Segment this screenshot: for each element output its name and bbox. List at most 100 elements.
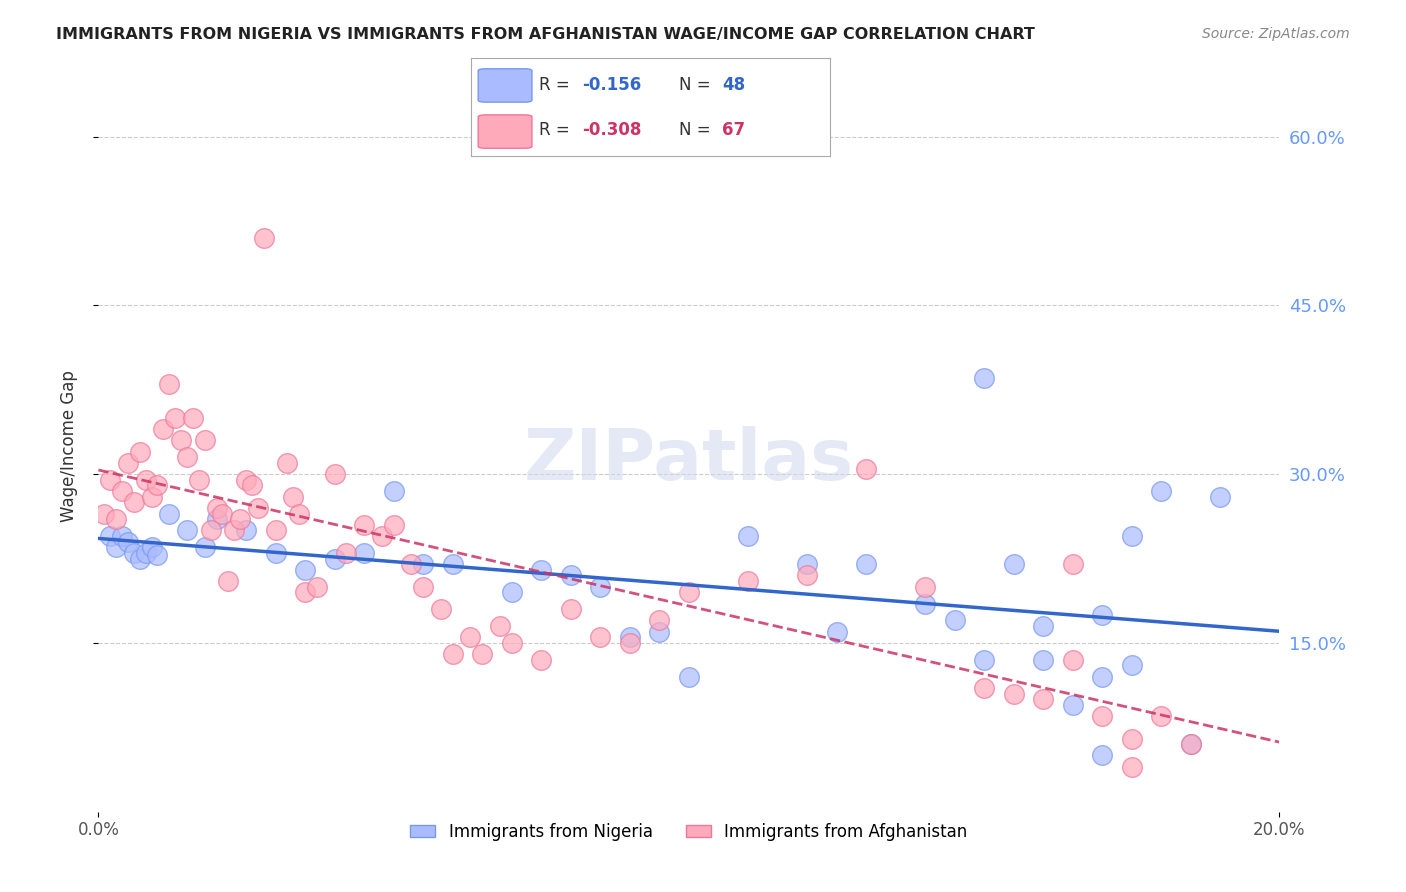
- Point: [105, 512, 128, 526]
- Point: [98, 473, 121, 487]
- Point: [1062, 557, 1084, 571]
- Point: [560, 568, 582, 582]
- Point: [170, 434, 193, 448]
- Point: [181, 410, 204, 425]
- Point: [1091, 607, 1114, 622]
- Point: [441, 557, 464, 571]
- Point: [678, 585, 700, 599]
- Point: [1032, 619, 1054, 633]
- Point: [165, 410, 187, 425]
- Point: [382, 483, 405, 498]
- Point: [530, 563, 553, 577]
- Text: 48: 48: [723, 77, 745, 95]
- Point: [157, 507, 180, 521]
- Point: [229, 512, 252, 526]
- Point: [294, 585, 316, 599]
- Point: [619, 630, 641, 644]
- Point: [1091, 748, 1114, 763]
- Point: [205, 500, 228, 515]
- Point: [111, 529, 134, 543]
- Point: [1062, 698, 1084, 712]
- Point: [1180, 737, 1202, 751]
- Point: [93, 507, 115, 521]
- Point: [1150, 709, 1173, 723]
- Point: [382, 517, 405, 532]
- Point: [141, 541, 163, 555]
- Point: [460, 630, 482, 644]
- Text: ZIPatlas: ZIPatlas: [524, 426, 853, 495]
- Point: [135, 473, 157, 487]
- Point: [1121, 731, 1143, 746]
- Point: [353, 517, 375, 532]
- Text: Source: ZipAtlas.com: Source: ZipAtlas.com: [1202, 27, 1350, 41]
- Point: [855, 461, 877, 475]
- Point: [264, 524, 287, 538]
- Point: [353, 546, 375, 560]
- Point: [489, 619, 512, 633]
- Point: [501, 585, 523, 599]
- Point: [589, 580, 612, 594]
- Point: [560, 602, 582, 616]
- Point: [412, 557, 434, 571]
- Point: [111, 483, 134, 498]
- Point: [737, 529, 759, 543]
- Point: [246, 500, 269, 515]
- Point: [152, 422, 174, 436]
- Point: [737, 574, 759, 588]
- Point: [128, 551, 150, 566]
- Point: [176, 524, 198, 538]
- Point: [1062, 653, 1084, 667]
- Legend: Immigrants from Nigeria, Immigrants from Afghanistan: Immigrants from Nigeria, Immigrants from…: [404, 816, 974, 847]
- Point: [283, 490, 305, 504]
- Point: [471, 647, 494, 661]
- Point: [176, 450, 198, 465]
- FancyBboxPatch shape: [478, 69, 531, 103]
- Point: [141, 490, 163, 504]
- Point: [1032, 692, 1054, 706]
- Text: N =: N =: [679, 120, 716, 138]
- Point: [619, 636, 641, 650]
- Point: [1091, 709, 1114, 723]
- Point: [323, 551, 346, 566]
- Point: [1180, 737, 1202, 751]
- Point: [914, 580, 936, 594]
- Point: [305, 580, 328, 594]
- Point: [294, 563, 316, 577]
- Point: [943, 614, 966, 628]
- Point: [98, 529, 121, 543]
- Point: [430, 602, 453, 616]
- Point: [1209, 490, 1232, 504]
- Point: [1002, 687, 1025, 701]
- Point: [146, 548, 169, 562]
- Text: R =: R =: [538, 120, 575, 138]
- Point: [973, 653, 995, 667]
- Point: [825, 624, 848, 639]
- Point: [1121, 529, 1143, 543]
- Point: [335, 546, 357, 560]
- Point: [253, 231, 276, 245]
- Point: [1121, 658, 1143, 673]
- Point: [146, 478, 169, 492]
- Point: [648, 624, 671, 639]
- Point: [194, 434, 217, 448]
- Text: IMMIGRANTS FROM NIGERIA VS IMMIGRANTS FROM AFGHANISTAN WAGE/INCOME GAP CORRELATI: IMMIGRANTS FROM NIGERIA VS IMMIGRANTS FR…: [56, 27, 1035, 42]
- Point: [276, 456, 298, 470]
- Point: [855, 557, 877, 571]
- Text: -0.156: -0.156: [582, 77, 641, 95]
- Point: [117, 456, 139, 470]
- Point: [371, 529, 394, 543]
- Point: [648, 614, 671, 628]
- Point: [796, 568, 818, 582]
- Text: N =: N =: [679, 77, 716, 95]
- Point: [1121, 760, 1143, 774]
- Point: [501, 636, 523, 650]
- Point: [157, 377, 180, 392]
- Point: [796, 557, 818, 571]
- Point: [235, 524, 257, 538]
- Point: [135, 546, 157, 560]
- FancyBboxPatch shape: [478, 115, 531, 148]
- Point: [589, 630, 612, 644]
- Point: [224, 524, 246, 538]
- Point: [264, 546, 287, 560]
- Point: [973, 371, 995, 385]
